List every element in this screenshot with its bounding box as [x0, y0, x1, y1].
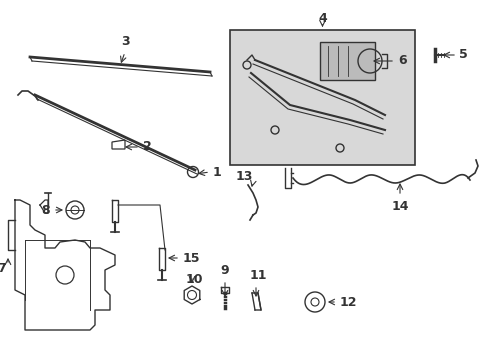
- Text: 14: 14: [390, 200, 408, 213]
- Bar: [319, 42, 374, 80]
- Text: 8: 8: [41, 203, 50, 216]
- Text: 2: 2: [142, 140, 151, 153]
- Text: 7: 7: [0, 261, 6, 274]
- Text: 11: 11: [249, 269, 266, 282]
- Text: 1: 1: [213, 166, 221, 179]
- Text: 4: 4: [318, 12, 326, 24]
- Bar: [229, 30, 414, 165]
- Text: 6: 6: [397, 54, 406, 68]
- Text: 12: 12: [339, 296, 357, 309]
- Text: 3: 3: [121, 35, 129, 48]
- Text: 9: 9: [220, 264, 229, 277]
- Text: 13: 13: [236, 171, 253, 184]
- Text: 5: 5: [458, 49, 467, 62]
- Text: 15: 15: [183, 252, 200, 265]
- Polygon shape: [112, 140, 125, 149]
- Text: 10: 10: [185, 273, 203, 286]
